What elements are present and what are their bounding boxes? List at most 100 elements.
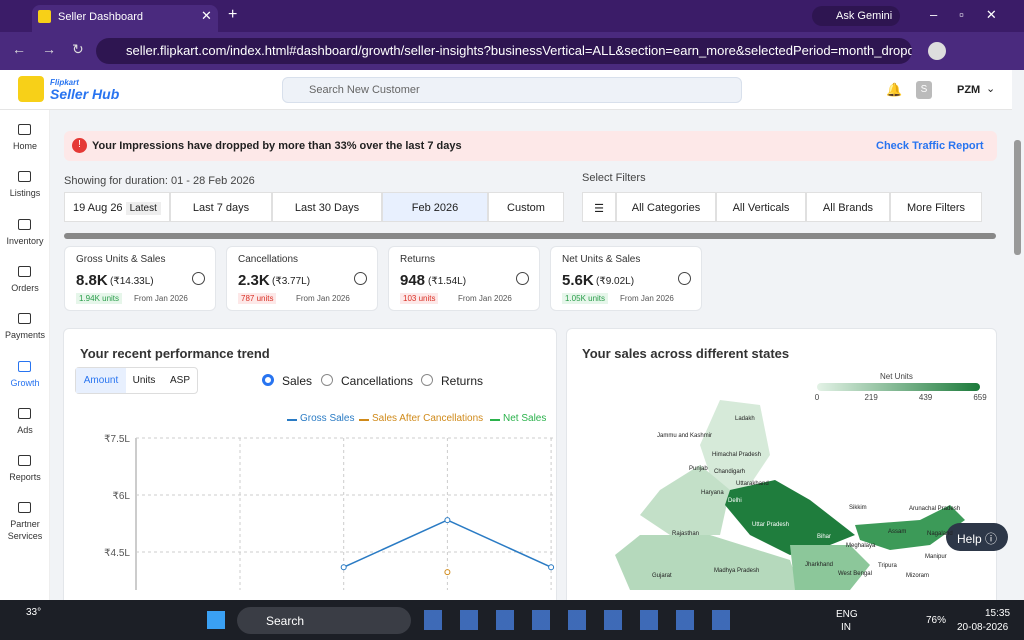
state-label: Manipur [925,554,947,560]
info-icon[interactable] [192,272,205,285]
metric-title: Net Units & Sales [562,254,641,265]
tab[interactable]: ASP [169,375,190,386]
radio[interactable] [262,374,274,386]
help-button[interactable]: Help ⓘ [946,523,1008,551]
nav-buttons[interactable]: ←→↻ [12,41,100,57]
user-caret[interactable]: ⌄ [986,83,996,95]
brand: Seller Hub [50,86,120,102]
map [615,400,965,590]
page-scrollbar[interactable] [1014,140,1021,255]
nav-item[interactable]: Listings [9,188,41,198]
radio[interactable] [321,374,333,386]
nav-item[interactable]: Ads [17,425,33,435]
info-icon[interactable] [678,272,691,285]
filter[interactable]: More Filters [890,192,982,222]
nav-icon[interactable] [18,313,31,324]
point [548,564,555,571]
lang[interactable]: ENG [836,609,858,620]
metric-amount: (₹14.33L) [110,276,154,287]
metric-value: 8.8K [76,272,108,289]
nav-item[interactable]: Payments [4,330,46,340]
metric-value: 948 [400,272,426,289]
nav-item[interactable]: Growth [10,378,40,388]
nav-icon[interactable] [18,266,31,277]
new-tab[interactable]: + [228,6,238,23]
legend-swatch [359,419,369,421]
metric-amount: (₹1.54L) [428,276,467,287]
nav-item[interactable]: Reports [9,472,41,482]
taskbar-apps[interactable] [424,610,734,630]
state-shape [725,480,855,555]
radio-label[interactable]: Returns [441,374,484,388]
nav-item[interactable]: Partner Services [7,519,43,541]
nav-icon[interactable] [18,408,31,419]
alert [64,131,997,161]
duration-option[interactable]: Last 7 days [170,192,272,222]
nav-icon[interactable] [18,502,31,513]
filter[interactable]: All Verticals [716,192,806,222]
nav-icon[interactable] [18,455,31,466]
metric-from: From Jan 2026 [458,294,512,303]
logo [18,76,44,102]
filter[interactable]: All Brands [806,192,890,222]
state-label: Punjab [689,466,708,472]
state-label: Delhi [728,498,742,504]
duration-option[interactable]: 19 Aug 26 Latest [64,192,170,222]
profile[interactable] [928,42,946,60]
metric-amount: (₹9.02L) [596,276,635,287]
nav-icon[interactable] [18,219,31,230]
tab[interactable] [32,5,218,32]
state-label: Gujarat [652,573,672,579]
metric-title: Cancellations [238,254,299,265]
info-icon[interactable] [516,272,529,285]
nav-icon[interactable] [18,361,31,372]
legend-entry[interactable]: Sales After Cancellations [372,413,484,424]
tab[interactable]: Amount [76,368,126,393]
filter-icon[interactable]: ☰ [582,192,616,222]
user[interactable]: PZM [957,84,981,96]
state-label: West Bengal [838,571,872,577]
state-label: Assam [888,529,907,535]
url[interactable]: seller.flipkart.com/index.html#dashboard… [96,38,912,64]
date[interactable]: 20-08-2026 [957,622,1009,633]
y-tick-label: ₹4.5L [104,548,130,559]
legend-entry[interactable]: Gross Sales [300,413,355,424]
radio-label[interactable]: Sales [282,374,313,388]
time[interactable]: 15:35 [985,608,1011,619]
info-icon[interactable] [354,272,367,285]
state-label: Rajasthan [672,531,700,537]
taskbar-search[interactable]: Search [237,607,411,634]
search[interactable]: Search New Customer [282,77,742,103]
duration-option[interactable]: Custom [488,192,564,222]
duration-first: 19 Aug 26 [73,202,123,214]
weather[interactable]: 33° [26,607,42,618]
metric-amount: (₹3.77L) [272,276,311,287]
tab-close[interactable]: ✕ [201,8,212,23]
color-scale [817,383,980,391]
nav-item[interactable]: Orders [11,283,39,293]
gemini-button[interactable]: Ask Gemini [812,6,900,26]
radio[interactable] [421,374,433,386]
battery[interactable]: 76% [926,615,947,626]
scrollbar[interactable] [64,233,996,239]
tab[interactable]: Units [132,375,156,386]
duration-option[interactable]: Last 30 Days [272,192,382,222]
duration-option[interactable]: Feb 2026 [382,192,488,222]
notifications[interactable]: 🔔 [886,82,903,97]
trend-title: Your recent performance trend [80,346,270,361]
filter[interactable]: All Categories [616,192,716,222]
y-tick-label: ₹7.5L [104,434,130,445]
radio-label[interactable]: Cancellations [341,374,414,388]
nav-icon[interactable] [18,171,31,182]
state-shape [790,545,870,590]
lang-region[interactable]: IN [841,622,851,633]
legend-entry[interactable]: Net Sales [503,413,547,424]
window-controls[interactable]: –▫✕ [930,7,1019,22]
alert-link[interactable]: Check Traffic Report [876,140,984,152]
duration-label: Showing for duration: 01 - 28 Feb 2026 [64,175,255,187]
nav-item[interactable]: Inventory [6,236,44,246]
start[interactable] [207,611,225,629]
avatar[interactable]: S [916,81,932,99]
nav-icon[interactable] [18,124,31,135]
nav-item[interactable]: Home [12,141,37,151]
